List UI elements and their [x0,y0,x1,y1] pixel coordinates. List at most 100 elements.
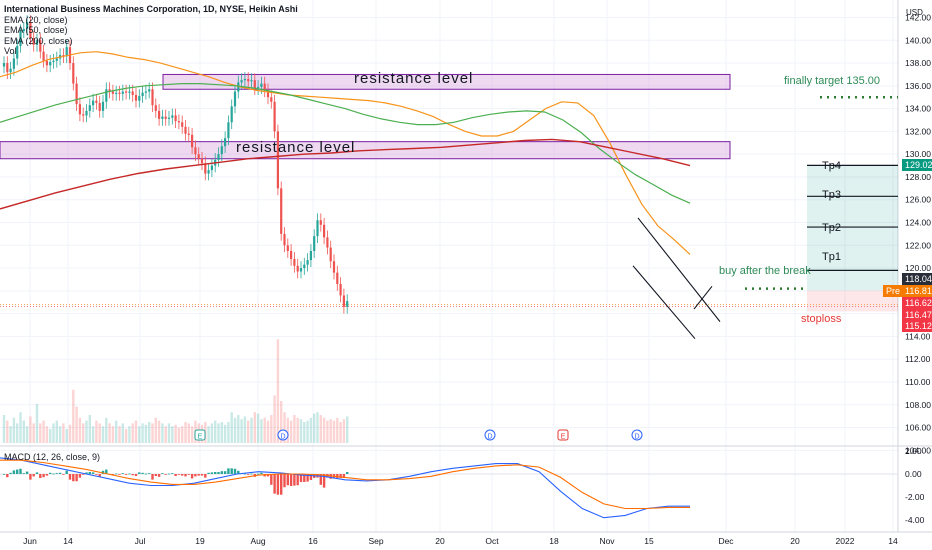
candle-body [230,106,233,123]
candle-body [26,22,29,29]
macd-histogram-bar [289,474,293,487]
macd-histogram-bar [2,474,6,475]
macd-histogram-bar [187,474,190,475]
volume-bar [144,424,148,443]
macd-histogram-bar [223,471,227,474]
volume-bar [68,424,72,443]
macd-histogram-bar [322,474,326,488]
candle-body [276,131,279,189]
volume-bar [266,420,270,443]
macd-histogram-bar [164,474,167,475]
candle-body [9,68,12,73]
volume-bar [88,415,91,443]
volume-bar [111,426,115,443]
volume-bar [227,422,230,443]
volume-bar [270,415,273,443]
price-tag-118-04: 118.04 [902,273,932,285]
volume-bar [25,426,29,443]
tp2-label: Tp2 [822,222,841,234]
volume-bar [161,423,164,443]
volume-bar [336,417,339,443]
volume-bar [342,419,346,443]
volume-bar [118,426,121,443]
y-tick-label: 124.00 [905,218,931,228]
y-tick-label: 126.00 [905,195,931,205]
volume-bar [105,417,108,443]
y-tick-label: 108.00 [905,400,931,410]
macd-histogram-bar [35,472,39,474]
candle-body [293,258,296,266]
candle-body [134,94,138,101]
candle-body [121,91,124,94]
candle-body [233,91,237,107]
volume-bar [108,423,111,443]
volume-bar [98,423,101,443]
x-tick-label: 16 [308,536,318,546]
volume-bar [293,415,296,443]
volume-bar [306,420,309,443]
macd-histogram-bar [336,474,339,479]
price-tag-129: 129.02 [902,159,932,171]
macd-histogram-bar [190,474,194,479]
resistance-label-upper: resistance level [354,70,474,87]
candle-body [98,102,101,111]
macd-histogram-bar [200,474,204,476]
candle-body [62,55,65,57]
macd-histogram-bar [16,469,19,474]
macd-histogram-bar [217,471,220,474]
macd-line [0,457,690,519]
x-tick-label: Dec [718,536,734,546]
volume-bar [289,420,293,443]
candle-body [49,61,52,66]
chart-title: International Business Machines Corporat… [4,4,298,14]
candle-body [111,91,114,94]
macd-histogram-bar [303,474,306,482]
candle-body [306,260,309,265]
volume-bar [49,429,52,443]
macd-histogram-bar [95,474,98,475]
volume-bar [299,419,303,443]
y-tick-label: 112.00 [905,354,931,364]
y-tick-label: 134.00 [905,104,931,114]
volume-bar [35,403,39,443]
volume-bar [313,413,316,443]
macd-histogram-bar [270,474,273,485]
y-tick-label: 114.00 [905,331,931,341]
currency-label: USD [906,8,923,17]
macd-histogram-bar [45,474,49,476]
x-tick-label: Aug [250,536,265,546]
candle-body [250,80,253,82]
candle-body [141,92,144,97]
volume-bar [319,415,322,443]
candle-body [35,40,39,45]
candle-body [329,247,332,262]
candle-body [2,63,6,67]
volume-bar [128,426,131,443]
macd-histogram-bar [12,470,16,474]
candle-body [138,96,141,101]
buy-note-label: buy after the break [719,265,811,277]
macd-histogram-bar [131,474,134,476]
y-tick-label: 130.00 [905,149,931,159]
candle-body [92,100,95,106]
candle-body [125,91,128,93]
volume-bar [339,422,342,443]
volume-bar [223,424,227,443]
volume-bar [22,420,25,443]
macd-histogram-bar [256,473,260,475]
volume-bar [91,426,95,443]
macd-histogram-bar [42,474,45,478]
candle-body [217,154,220,160]
volume-bar [52,423,55,443]
macd-histogram-bar [39,474,42,479]
volume-bar [6,420,9,443]
candle-body [42,51,45,61]
macd-histogram-bar [243,473,247,475]
volume-bar [101,426,105,443]
macd-histogram-bar [167,473,171,475]
resistance-label-lower: resistance level [236,139,356,156]
volume-bar [75,406,78,443]
x-tick-label: Jul [135,536,146,546]
volume-bar [124,429,128,443]
